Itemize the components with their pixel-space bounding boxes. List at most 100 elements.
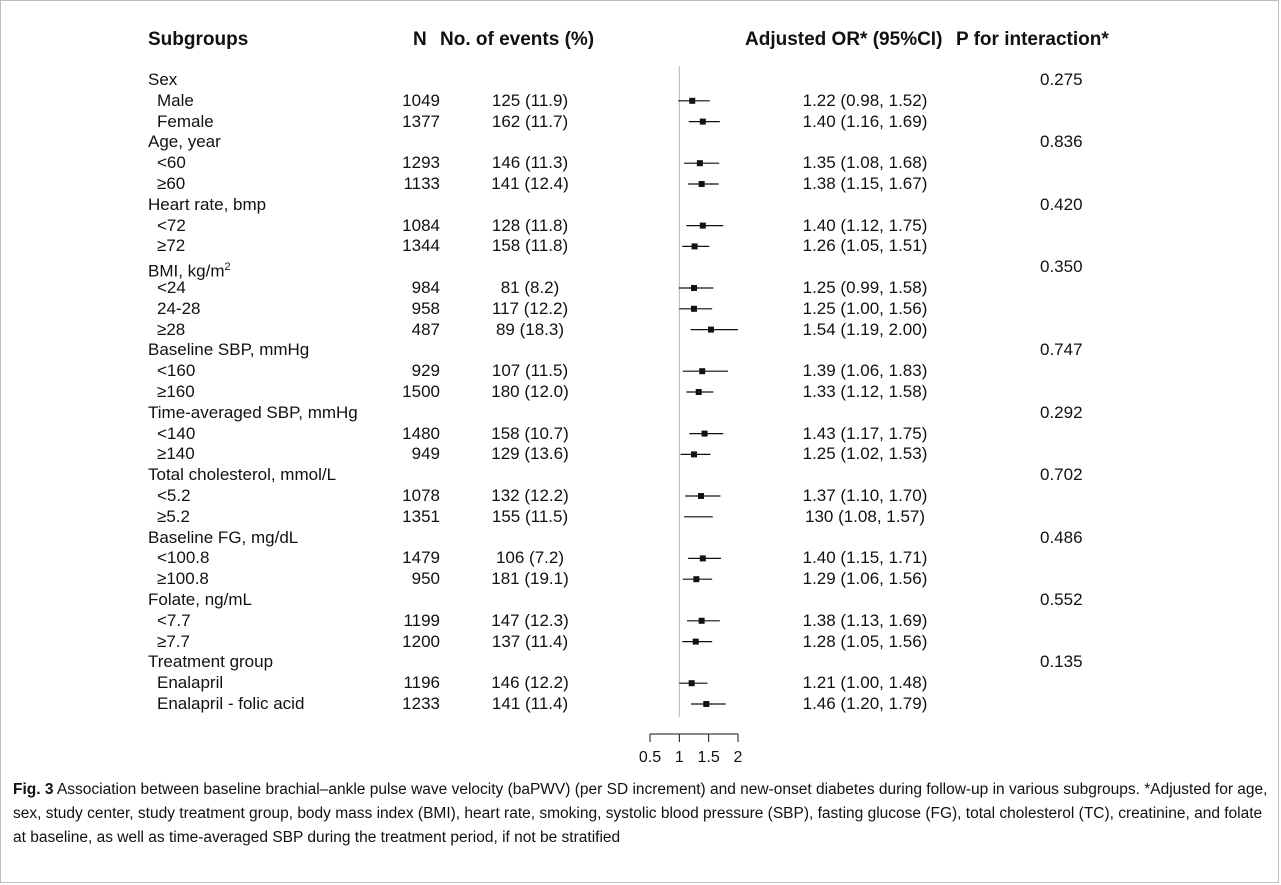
subgroup-row: <140 1480 158 (10.7) 1.43 (1.17, 1.75)	[0, 424, 1281, 444]
subgroup-label: Enalapril - folic acid	[157, 694, 305, 713]
or-value: 1.26 (1.05, 1.51)	[802, 236, 928, 256]
n-value: 984	[411, 278, 440, 297]
p-interaction-value: 0.420	[1040, 194, 1083, 214]
n-value: 1480	[402, 423, 440, 443]
subgroup-row: ≥7.7 1200 137 (11.4) 1.28 (1.05, 1.56)	[0, 632, 1281, 652]
events-value: 141 (12.4)	[491, 174, 569, 193]
or-value: 1.22 (0.98, 1.52)	[802, 90, 928, 110]
or-value: 1.25 (1.02, 1.53)	[802, 444, 928, 464]
or-value: 1.37 (1.10, 1.70)	[802, 486, 928, 505]
subgroup-label: ≥5.2	[157, 506, 190, 526]
group-label: Treatment group	[148, 652, 274, 672]
n-value: 1084	[402, 215, 440, 235]
subgroup-label: <24	[157, 278, 186, 297]
subgroup-label: ≥7.7	[157, 631, 190, 651]
n-value: 1500	[402, 382, 440, 401]
p-interaction-value: 0.275	[1040, 70, 1083, 89]
n-value: 1199	[403, 610, 440, 630]
subgroup-row: 24-28 958 117 (12.2) 1.25 (1.00, 1.56)	[0, 299, 1281, 319]
x-tick-label: 1	[675, 749, 684, 766]
group-header-row: Total cholesterol, mmol/L 0.702	[0, 465, 1281, 485]
subgroup-row: Enalapril 1196 146 (12.2) 1.21 (1.00, 1.48)	[0, 673, 1281, 693]
events-value: 132 (12.2)	[491, 486, 569, 505]
or-value: 1.25 (0.99, 1.58)	[802, 278, 928, 297]
events-value: 107 (11.5)	[491, 361, 569, 381]
point-estimate	[703, 701, 710, 707]
n-value: 1049	[402, 90, 440, 110]
group-header-row: Heart rate, bmp 0.420	[0, 195, 1281, 215]
group-header-row: Age, year 0.836	[0, 132, 1281, 152]
p-interaction-value: 0.747	[1040, 340, 1083, 360]
subgroup-label: ≥100.8	[157, 569, 209, 589]
events-value: 155 (11.5)	[491, 506, 569, 526]
group-label: BMI, kg/m2	[148, 261, 231, 281]
events-value: 81 (8.2)	[500, 278, 560, 297]
subgroup-label: 24-28	[157, 298, 201, 318]
point-estimate	[689, 97, 696, 104]
n-value: 950	[411, 569, 440, 589]
or-value: 1.40 (1.12, 1.75)	[802, 215, 928, 235]
group-header-row: Treatment group 0.135	[0, 652, 1281, 672]
point-estimate	[699, 555, 706, 562]
header-or: Adjusted OR* (95%CI)	[745, 29, 943, 50]
subgroup-row: ≥100.8 950 181 (19.1) 1.29 (1.06, 1.56)	[0, 569, 1281, 589]
subgroup-label: <72	[157, 215, 186, 235]
or-value: 1.29 (1.06, 1.56)	[802, 569, 928, 589]
subgroup-label: Male	[157, 90, 194, 110]
point-estimate	[691, 451, 697, 458]
point-estimate	[698, 181, 705, 187]
figure-caption: Fig. 3 Association between baseline brac…	[13, 778, 1271, 850]
subgroup-label: <60	[157, 153, 186, 173]
point-estimate	[695, 389, 702, 395]
events-value: 181 (19.1)	[491, 569, 569, 589]
events-value: 137 (11.4)	[491, 631, 569, 651]
or-value: 1.46 (1.20, 1.79)	[802, 694, 928, 713]
subgroup-row: <60 1293 146 (11.3) 1.35 (1.08, 1.68)	[0, 153, 1281, 173]
subgroup-row: ≥72 1344 158 (11.8) 1.26 (1.05, 1.51)	[0, 236, 1281, 256]
or-value: 1.43 (1.17, 1.75)	[802, 423, 928, 443]
events-value: 128 (11.8)	[491, 215, 569, 235]
subgroup-label: <100.8	[157, 548, 210, 568]
group-label: Baseline SBP, mmHg	[148, 340, 310, 360]
p-interaction-value: 0.836	[1040, 132, 1083, 152]
subgroup-label: Enalapril	[157, 673, 224, 693]
events-value: 141 (11.4)	[491, 694, 569, 713]
n-value: 949	[411, 444, 440, 464]
subgroup-label: <5.2	[157, 486, 191, 505]
subgroup-row: Female 1377 162 (11.7) 1.40 (1.16, 1.69)	[0, 112, 1281, 132]
subgroup-row: ≥160 1500 180 (12.0) 1.33 (1.12, 1.58)	[0, 382, 1281, 402]
group-label: Baseline FG, mg/dL	[148, 527, 299, 547]
group-label: Folate, ng/mL	[148, 590, 252, 609]
or-value: 1.21 (1.00, 1.48)	[802, 673, 928, 693]
or-value: 130 (1.08, 1.57)	[804, 506, 926, 526]
header-events: No. of events (%)	[440, 29, 595, 50]
subgroup-row: <24 984 81 (8.2) 1.25 (0.99, 1.58)	[0, 278, 1281, 298]
n-value: 1233	[402, 694, 440, 713]
superscript: 2	[224, 261, 231, 274]
events-value: 146 (11.3)	[491, 153, 569, 173]
n-value: 958	[411, 298, 440, 318]
events-value: 158 (11.8)	[491, 236, 569, 256]
events-value: 117 (12.2)	[491, 298, 569, 318]
header-p-interaction: P for interaction*	[956, 29, 1109, 50]
subgroup-label: Female	[157, 111, 214, 131]
group-header-row: Folate, ng/mL 0.552	[0, 590, 1281, 610]
or-value: 1.38 (1.13, 1.69)	[802, 610, 928, 630]
subgroup-label: ≥28	[157, 319, 186, 339]
group-label: Heart rate, bmp	[148, 194, 267, 214]
or-value: 1.25 (1.00, 1.56)	[802, 298, 928, 318]
p-interaction-value: 0.292	[1040, 402, 1083, 422]
point-estimate	[699, 118, 706, 125]
point-estimate	[691, 305, 697, 312]
n-value: 1344	[402, 236, 440, 256]
or-value: 1.39 (1.06, 1.83)	[802, 361, 928, 381]
point-estimate	[692, 638, 699, 645]
n-value: 1196	[403, 673, 440, 693]
subgroup-row: <100.8 1479 106 (7.2) 1.40 (1.15, 1.71)	[0, 548, 1281, 568]
n-value: 1200	[402, 631, 440, 651]
events-value: 106 (7.2)	[495, 548, 565, 568]
events-value: 146 (12.2)	[491, 673, 569, 693]
point-estimate	[693, 576, 700, 583]
p-interaction-value: 0.135	[1040, 652, 1083, 672]
